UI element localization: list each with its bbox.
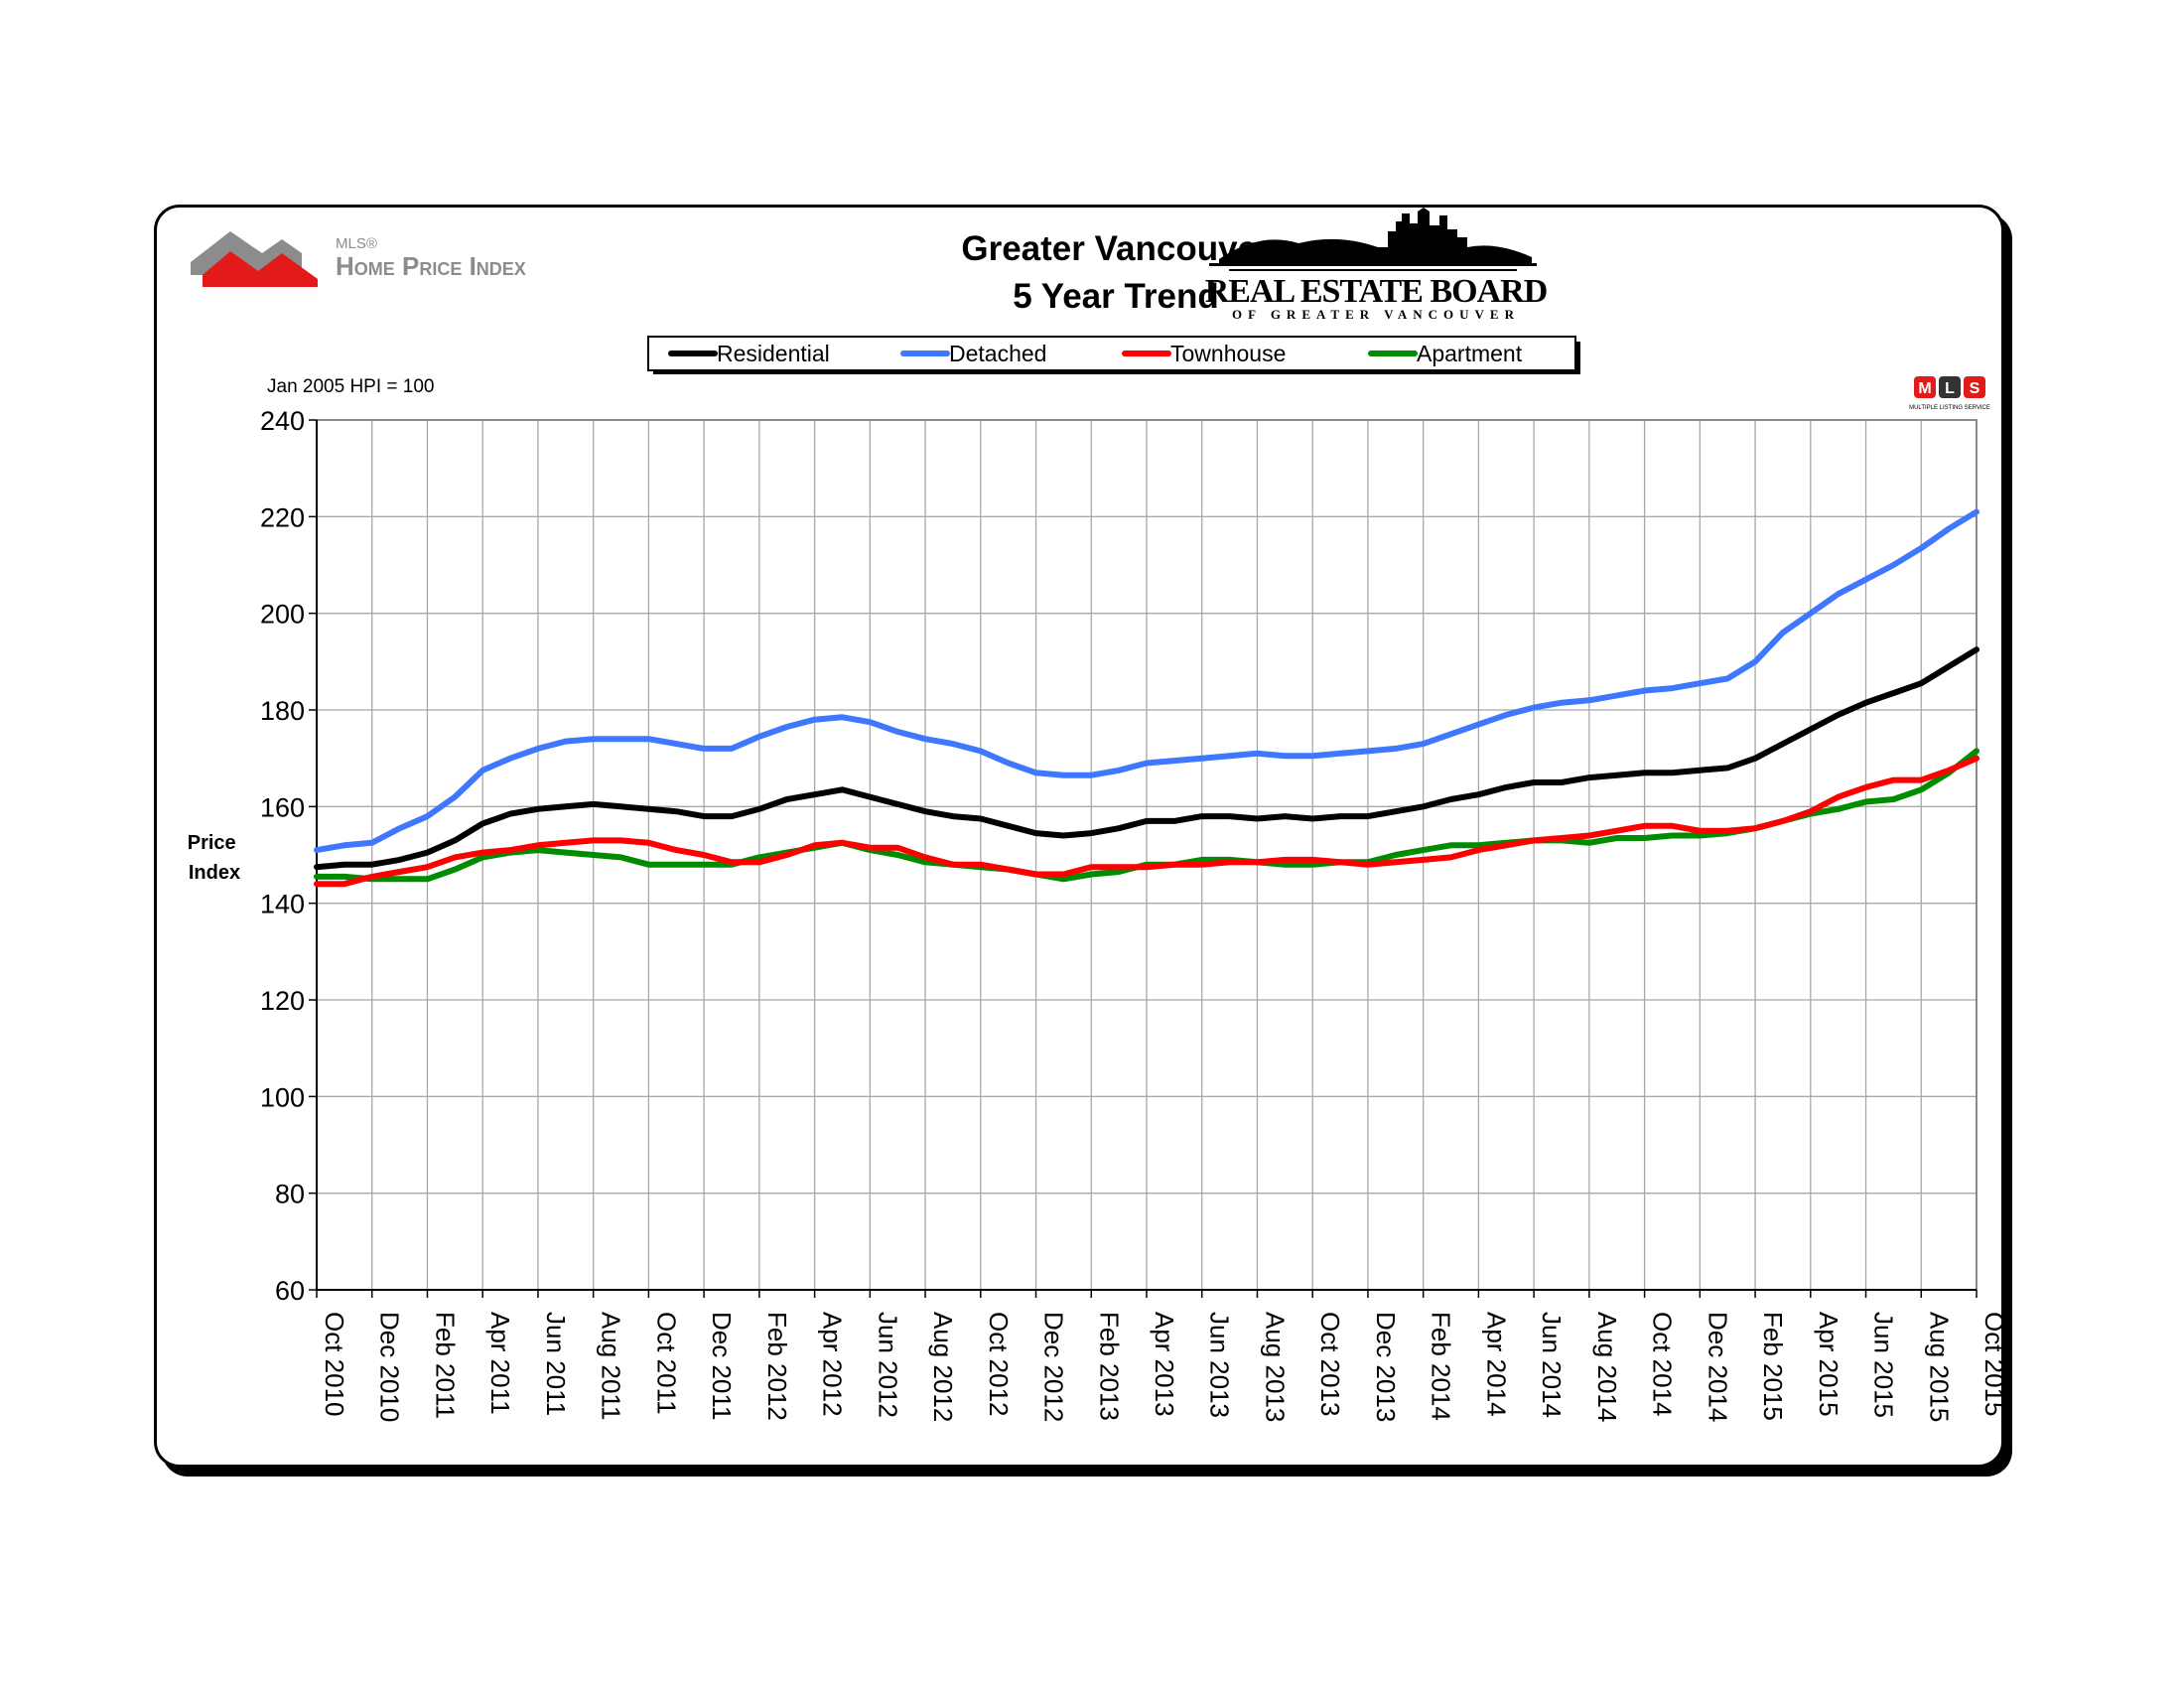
x-tick-label: Dec 2014 — [1703, 1312, 1732, 1422]
x-tick-label: Apr 2012 — [818, 1312, 848, 1417]
series-lines — [314, 508, 1979, 888]
x-tick-label: Oct 2013 — [1315, 1312, 1345, 1417]
legend-label-detached: Detached — [949, 341, 1046, 366]
y-tick-label: 200 — [260, 600, 305, 630]
x-tick-label: Feb 2014 — [1427, 1312, 1456, 1421]
mls-badge-icon: M L S MULTIPLE LISTING SERVICE — [1909, 376, 1990, 411]
x-tick-label: Dec 2013 — [1371, 1312, 1401, 1422]
y-tick-label: 240 — [260, 406, 305, 436]
x-tick-label: Aug 2015 — [1924, 1312, 1954, 1422]
x-tick-label: Aug 2012 — [928, 1312, 958, 1422]
legend: Residential Detached Townhouse Apartment — [647, 336, 1580, 374]
x-tick-label: Dec 2011 — [707, 1312, 737, 1420]
legend-label-apartment: Apartment — [1417, 341, 1523, 366]
y-axis-label-line2: Index — [189, 862, 240, 884]
real-estate-board-logo: REAL ESTATE BOARD OF GREATER VANCOUVER — [1205, 208, 1548, 322]
legend-label-residential: Residential — [717, 341, 830, 366]
chart-note: Jan 2005 HPI = 100 — [267, 376, 435, 397]
x-tick-label: Apr 2011 — [485, 1312, 515, 1415]
house-roof-icon — [191, 231, 318, 287]
y-tick-label: 140 — [260, 890, 305, 919]
x-tick-label: Oct 2011 — [651, 1312, 681, 1415]
x-tick-label: Dec 2012 — [1039, 1312, 1069, 1422]
x-tick-label: Feb 2012 — [762, 1312, 792, 1421]
chart-title-line2: 5 Year Trend — [1013, 277, 1219, 316]
x-tick-label: Oct 2012 — [984, 1312, 1014, 1417]
y-axis-label-line1: Price — [188, 832, 236, 854]
x-tick-label: Oct 2010 — [320, 1312, 349, 1417]
series-line-townhouse — [314, 755, 1979, 888]
x-tick-label: Feb 2013 — [1094, 1312, 1124, 1421]
x-tick-label: Aug 2014 — [1592, 1312, 1622, 1422]
mls-badge-letter-m: M — [1918, 380, 1931, 397]
x-tick-label: Apr 2013 — [1150, 1312, 1179, 1417]
board-logo-sub-text: OF GREATER VANCOUVER — [1232, 307, 1520, 322]
mls-logo-small-text: MLS® — [336, 235, 377, 252]
series-line-residential — [314, 646, 1979, 871]
y-tick-label: 180 — [260, 696, 305, 726]
x-tick-label: Apr 2014 — [1481, 1312, 1511, 1417]
x-tick-label: Jun 2011 — [541, 1312, 571, 1416]
axis-ticks: 60 80 100 120 140 160 180 200 220 240 Oct 2010 Dec … — [260, 406, 2001, 1422]
series-line-detached — [314, 508, 1979, 854]
x-tick-label: Jun 2014 — [1537, 1312, 1567, 1418]
legend-label-townhouse: Townhouse — [1170, 341, 1286, 366]
x-tick-label: Dec 2010 — [375, 1312, 405, 1422]
y-tick-label: 220 — [260, 502, 305, 532]
mls-hpi-logo: MLS® Home Price Index — [191, 231, 526, 287]
y-axis-label: Price Index — [188, 832, 242, 884]
chart-card: MLS® Home Price Index Greater Vancouver … — [154, 205, 2004, 1468]
x-tick-label: Jun 2013 — [1205, 1312, 1235, 1418]
x-tick-label: Oct 2014 — [1648, 1312, 1678, 1417]
x-tick-label: Feb 2011 — [430, 1312, 460, 1419]
x-tick-label: Jun 2012 — [873, 1312, 902, 1418]
board-logo-main-text: REAL ESTATE BOARD — [1205, 273, 1548, 310]
x-tick-label: Aug 2011 — [597, 1312, 626, 1420]
x-tick-label: Jun 2015 — [1869, 1312, 1899, 1418]
y-tick-label: 120 — [260, 986, 305, 1016]
y-tick-label: 60 — [275, 1276, 305, 1306]
y-tick-label: 100 — [260, 1082, 305, 1112]
x-tick-label: Apr 2015 — [1814, 1312, 1843, 1417]
city-skyline-icon — [1209, 208, 1537, 271]
x-tick-label: Aug 2013 — [1260, 1312, 1290, 1422]
mls-logo-main-text: Home Price Index — [336, 251, 526, 281]
x-tick-label: Feb 2015 — [1758, 1312, 1788, 1421]
y-tick-label: 160 — [260, 792, 305, 822]
chart: MLS® Home Price Index Greater Vancouver … — [188, 208, 2001, 1422]
mls-badge-letter-s: S — [1970, 380, 1980, 397]
x-tick-label: Oct 2015 — [1979, 1312, 2001, 1417]
mls-badge-caption: MULTIPLE LISTING SERVICE — [1909, 405, 1990, 411]
y-tick-label: 80 — [275, 1180, 305, 1209]
mls-badge-letter-l: L — [1945, 380, 1955, 397]
